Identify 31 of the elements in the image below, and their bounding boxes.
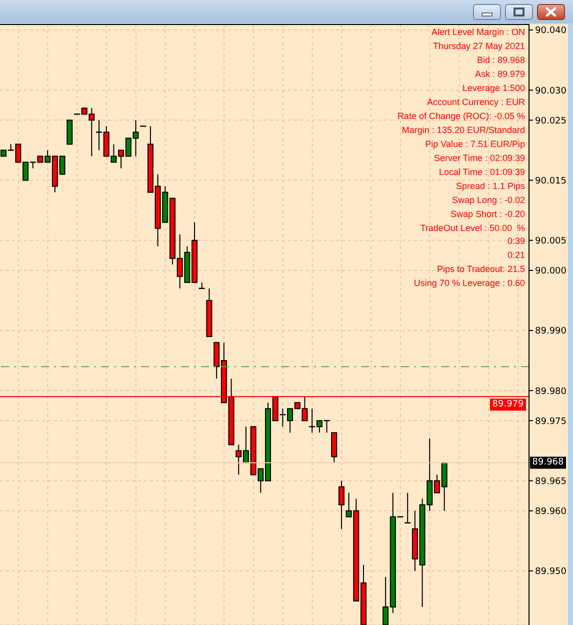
y-tick-label: 89.980 bbox=[535, 386, 567, 397]
y-tick-label: 89.950 bbox=[535, 567, 567, 578]
annotation: Using 70 % Leverage : 0.60 bbox=[412, 277, 525, 290]
annotation: Swap Short : -0.20 bbox=[449, 208, 525, 221]
annotation: Swap Long : -0.02 bbox=[450, 194, 525, 207]
annotation: Pip Value : 7.51 EUR/Pip bbox=[424, 138, 525, 151]
annotation: Local Time : 01:09:39 bbox=[438, 166, 525, 179]
annotation: Thursday 27 May 2021 bbox=[432, 40, 525, 54]
annotation: Margin : 135.20 EUR/Standard bbox=[400, 124, 525, 137]
y-tick-label: 90.015 bbox=[535, 176, 566, 186]
y-tick-label: 90.025 bbox=[535, 116, 566, 126]
annotation: Bid : 89.968 bbox=[476, 54, 525, 68]
annotation: Server Time : 02:09:39 bbox=[432, 152, 525, 165]
annotation: Leverage 1:500 bbox=[461, 82, 525, 96]
y-tick-label: 89.965 bbox=[535, 476, 566, 487]
y-tick-label: 89.975 bbox=[535, 416, 566, 427]
annotation: Account Currency : EUR bbox=[426, 96, 525, 110]
y-tick-label: 89.990 bbox=[535, 326, 567, 337]
y-tick-label: 90.030 bbox=[535, 86, 567, 96]
y-tick-label: 90.000 bbox=[535, 266, 567, 277]
annotation: Ask : 89.979 bbox=[474, 68, 525, 82]
annotation: Rate of Change (ROC): -0.05 % bbox=[397, 110, 525, 124]
y-tick-label: 89.960 bbox=[535, 507, 567, 518]
annotation: 0:39 bbox=[506, 235, 525, 248]
annotation: TradeOut Level : 50.00 % bbox=[419, 222, 525, 235]
annotation: Pips to Tradeout: 21.5 bbox=[436, 263, 525, 276]
y-tick-label: 90.005 bbox=[535, 236, 566, 247]
annotation: Spread : 1.1 Pips bbox=[454, 180, 525, 193]
annotation: 0:21 bbox=[506, 249, 525, 262]
annotation: Alert Level Margin : ON bbox=[430, 26, 525, 40]
y-tick-label: 90.040 bbox=[535, 26, 567, 36]
